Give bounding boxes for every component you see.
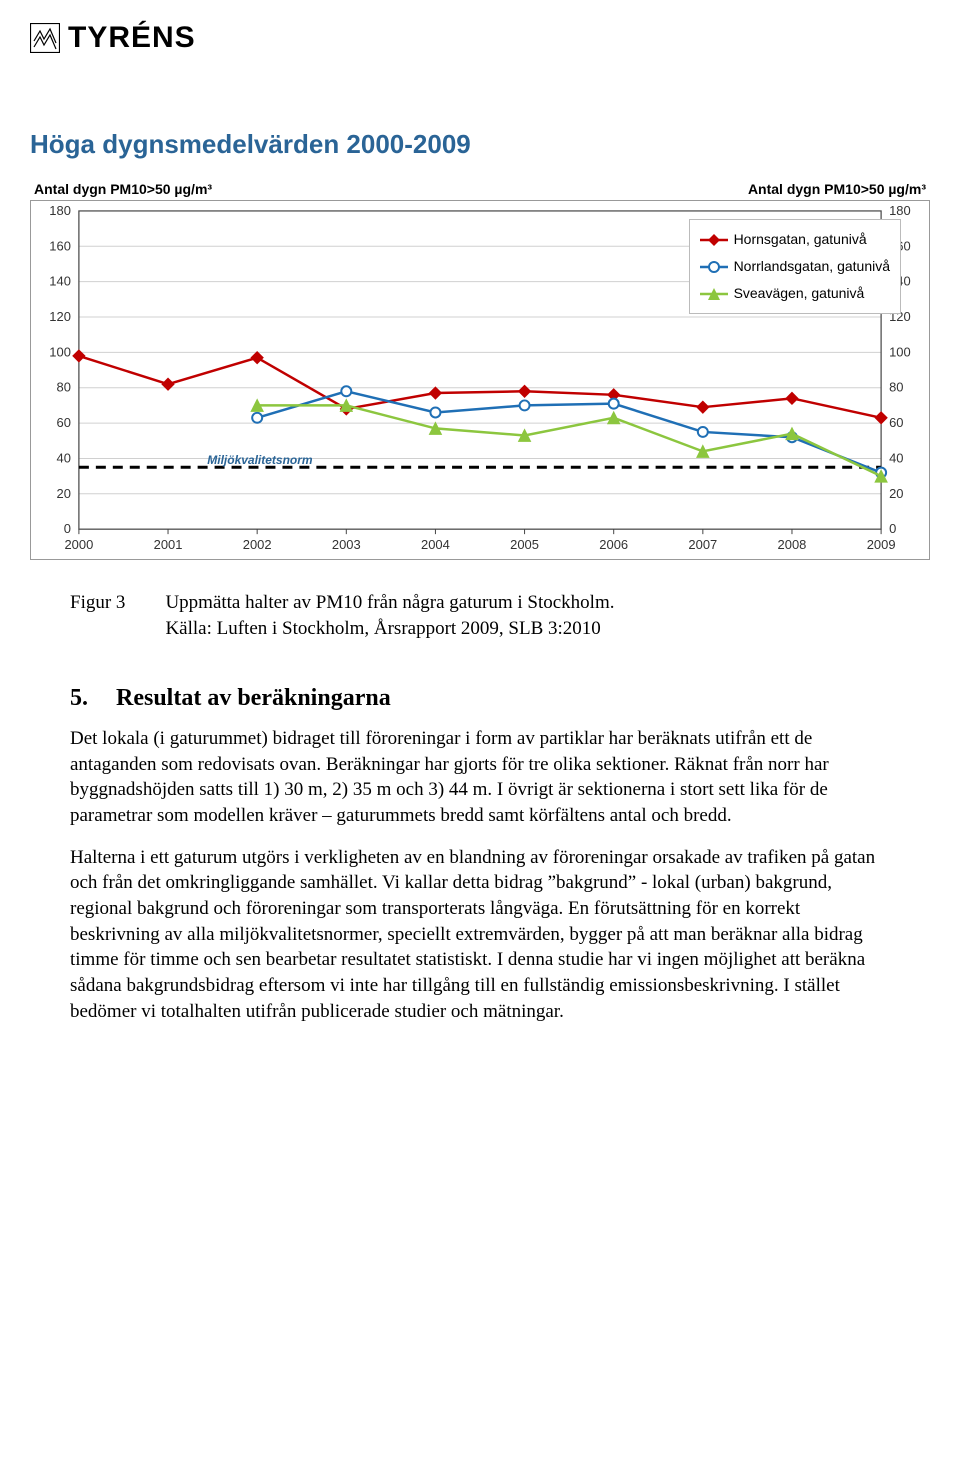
legend-item: Norrlandsgatan, gatunivå <box>700 253 890 280</box>
chart-plot: 0020204040606080801001001201201401401601… <box>30 200 930 560</box>
svg-text:100: 100 <box>49 345 71 360</box>
figure-caption-label: Figur 3 <box>70 590 125 641</box>
legend-swatch-icon <box>700 287 728 301</box>
svg-text:120: 120 <box>49 310 71 325</box>
svg-text:100: 100 <box>889 345 911 360</box>
legend-label: Hornsgatan, gatunivå <box>734 230 867 249</box>
svg-text:2002: 2002 <box>243 538 272 553</box>
legend-label: Sveavägen, gatunivå <box>734 284 865 303</box>
svg-text:40: 40 <box>56 451 70 466</box>
svg-text:60: 60 <box>889 416 903 431</box>
y-axis-label-left: Antal dygn PM10>50 µg/m³ <box>34 180 212 199</box>
svg-text:2003: 2003 <box>332 538 361 553</box>
chart-title: Höga dygnsmedelvärden 2000-2009 <box>30 127 930 162</box>
svg-text:2004: 2004 <box>421 538 450 553</box>
figure-caption-text: Uppmätta halter av PM10 från några gatur… <box>165 590 614 641</box>
legend-swatch-icon <box>700 260 728 274</box>
svg-text:2009: 2009 <box>867 538 896 553</box>
svg-text:80: 80 <box>56 380 70 395</box>
svg-text:180: 180 <box>889 203 911 218</box>
chart-axis-labels: Antal dygn PM10>50 µg/m³ Antal dygn PM10… <box>30 180 930 201</box>
svg-text:20: 20 <box>56 486 70 501</box>
svg-text:2000: 2000 <box>64 538 93 553</box>
chart-area: Höga dygnsmedelvärden 2000-2009 Antal dy… <box>0 67 960 571</box>
svg-text:2005: 2005 <box>510 538 539 553</box>
section-number: 5. <box>70 685 88 711</box>
legend-item: Hornsgatan, gatunivå <box>700 226 890 253</box>
logo-icon <box>30 23 60 53</box>
legend-label: Norrlandsgatan, gatunivå <box>734 257 890 276</box>
svg-text:0: 0 <box>889 522 896 537</box>
legend-item: Sveavägen, gatunivå <box>700 280 890 307</box>
svg-text:160: 160 <box>49 239 71 254</box>
svg-text:40: 40 <box>889 451 903 466</box>
svg-text:2007: 2007 <box>688 538 717 553</box>
svg-text:20: 20 <box>889 486 903 501</box>
svg-text:0: 0 <box>64 522 71 537</box>
body-paragraph: Halterna i ett gaturum utgörs i verkligh… <box>0 837 960 1032</box>
y-axis-label-right: Antal dygn PM10>50 µg/m³ <box>748 180 926 199</box>
legend-swatch-icon <box>700 233 728 247</box>
norm-label: Miljökvalitetsnorm <box>207 452 312 468</box>
chart-legend: Hornsgatan, gatunivå Norrlandsgatan, gatu… <box>689 219 901 314</box>
body-paragraph: Det lokala (i gaturummet) bidraget till … <box>0 718 960 837</box>
figure-caption: Figur 3 Uppmätta halter av PM10 från någ… <box>0 570 960 651</box>
svg-text:2001: 2001 <box>154 538 183 553</box>
section-title: Resultat av beräkningarna <box>116 685 391 711</box>
logo-text: TYRÉNS <box>68 18 196 59</box>
svg-text:60: 60 <box>56 416 70 431</box>
brand-header: TYRÉNS <box>0 0 960 67</box>
svg-text:80: 80 <box>889 380 903 395</box>
svg-text:140: 140 <box>49 274 71 289</box>
section-heading: 5. Resultat av beräkningarna <box>0 652 960 718</box>
svg-text:180: 180 <box>49 203 71 218</box>
svg-text:2006: 2006 <box>599 538 628 553</box>
svg-text:2008: 2008 <box>778 538 807 553</box>
